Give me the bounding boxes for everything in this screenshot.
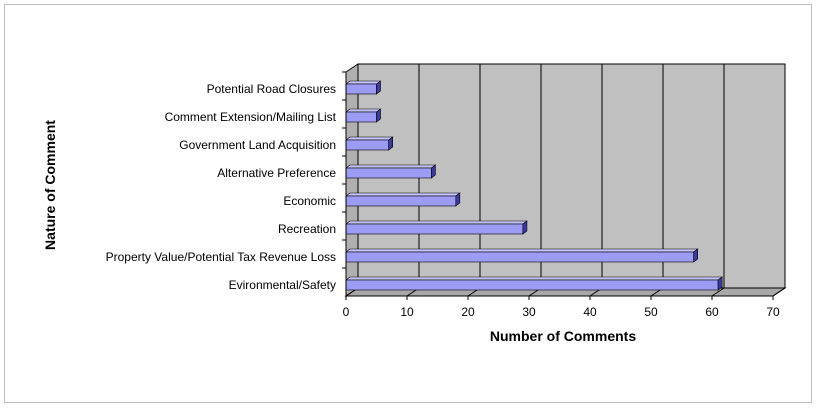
category-label: Economic (283, 194, 336, 208)
bar-top (345, 192, 461, 197)
bar-end (717, 276, 723, 291)
x-tick-label: 40 (583, 305, 597, 319)
bar-front (345, 111, 377, 123)
bar-front (345, 167, 432, 179)
x-tick-label: 10 (400, 305, 414, 319)
bar-end (376, 108, 381, 123)
category-label: Potential Road Closures (207, 82, 336, 96)
bar-end (376, 80, 381, 95)
x-axis-ticks: 0 10 20 30 40 50 60 70 (343, 296, 780, 319)
x-tick-label: 0 (343, 305, 350, 319)
bar (345, 80, 382, 95)
x-tick-label: 70 (766, 305, 780, 319)
bar-front (345, 279, 719, 291)
bar-top (345, 108, 382, 113)
y-axis-title: Nature of Comment (42, 120, 58, 250)
bar-top (345, 248, 699, 253)
category-label: Comment Extension/Mailing List (165, 110, 337, 124)
bar-front (345, 223, 524, 235)
bar-end (693, 248, 699, 263)
bar-front (345, 251, 695, 263)
category-label: Evironmental/Safety (229, 278, 336, 292)
bar-front (345, 195, 457, 207)
category-labels: Potential Road Closures Comment Extension… (106, 71, 346, 292)
x-axis-title: Number of Comments (490, 328, 636, 344)
bar (345, 136, 394, 151)
bar (345, 248, 699, 263)
x-tick-label: 20 (461, 305, 475, 319)
bar-end (431, 164, 436, 179)
bar-end (455, 192, 461, 207)
bar-end (388, 136, 394, 151)
bar (345, 164, 437, 179)
floor-gridline (772, 287, 786, 297)
bar-front (345, 83, 377, 95)
x-tick-label: 50 (644, 305, 658, 319)
bar (345, 192, 461, 207)
bar-end (522, 220, 528, 235)
category-label: Property Value/Potential Tax Revenue Los… (106, 250, 336, 264)
bar-top (345, 164, 437, 169)
bar (345, 220, 528, 235)
floor-gridline (711, 287, 725, 297)
category-label: Alternative Preference (217, 166, 336, 180)
bar-front (345, 139, 390, 151)
bar (345, 276, 723, 291)
bar (345, 108, 382, 123)
category-label: Recreation (278, 222, 336, 236)
bar-top (345, 136, 394, 141)
x-tick-label: 30 (522, 305, 536, 319)
bar-top (345, 80, 382, 85)
bar-top (345, 220, 528, 225)
bars (345, 80, 723, 291)
x-tick-label: 60 (705, 305, 719, 319)
category-label: Government Land Acquisition (179, 138, 336, 152)
bar-top (345, 276, 723, 281)
